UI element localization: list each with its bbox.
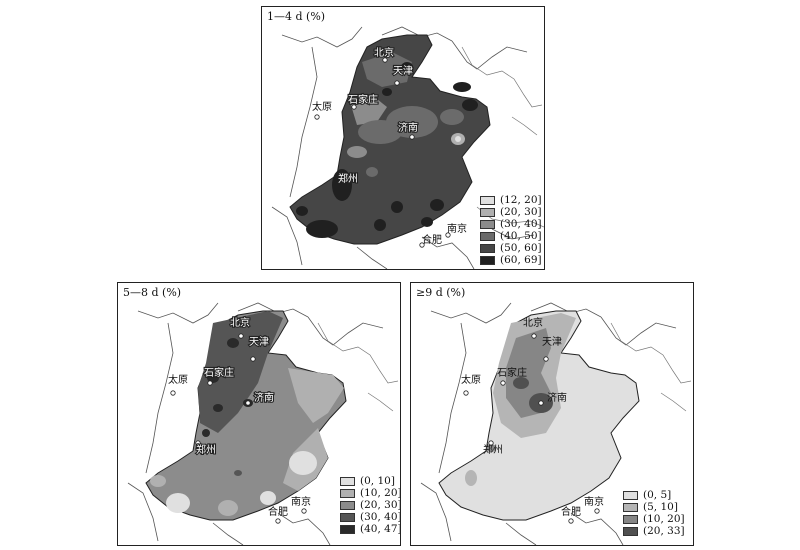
city-hefei: 合肥 xyxy=(268,505,288,518)
city-zhengzhou: 郑州 xyxy=(483,443,503,456)
legend-label: (40, 47] xyxy=(360,523,401,535)
legend-item: (20, 33] xyxy=(623,525,685,537)
legend-label: (30, 40] xyxy=(500,218,542,230)
legend-label: (12, 20] xyxy=(500,194,542,206)
legend-swatch xyxy=(623,526,638,536)
city-taiyuan: 太原 xyxy=(168,373,188,386)
legend-item: (40, 50] xyxy=(480,230,542,242)
city-beijing: 北京 xyxy=(374,46,394,59)
legend-label: (40, 50] xyxy=(500,230,542,242)
legend-label: (0, 5] xyxy=(643,489,672,501)
legend-label: (20, 30] xyxy=(360,499,401,511)
legend-item: (60, 69] xyxy=(480,254,542,266)
city-zhengzhou: 郑州 xyxy=(338,172,358,185)
legend-item: (20, 30] xyxy=(340,499,401,511)
city-nanjing: 南京 xyxy=(584,495,604,508)
shading-zones xyxy=(465,313,576,486)
map-panel-5-8d: 北京 天津 石家庄 太原 济南 郑州 南京 合肥 5—8 d (%) (0, 1… xyxy=(117,282,401,546)
legend-item: (50, 60] xyxy=(480,242,542,254)
legend-item: (20, 30] xyxy=(480,206,542,218)
city-jinan: 济南 xyxy=(254,391,274,404)
city-markers xyxy=(170,333,307,524)
city-hefei: 合肥 xyxy=(422,233,442,246)
legend-swatch xyxy=(623,502,638,512)
legend-swatch xyxy=(340,512,355,522)
map-1-4d: 北京 天津 石家庄 太原 济南 郑州 南京 合肥 xyxy=(271,26,544,269)
legend-swatch xyxy=(480,255,495,265)
coastline xyxy=(610,322,692,412)
legend-swatch xyxy=(340,500,355,510)
legend-swatch xyxy=(340,524,355,534)
province-boundaries xyxy=(127,302,384,545)
city-taiyuan: 太原 xyxy=(312,100,332,113)
legend-label: (30, 40] xyxy=(360,511,401,523)
city-shijiazhuang: 石家庄 xyxy=(348,93,378,106)
legend-swatch xyxy=(340,476,355,486)
city-beijing: 北京 xyxy=(523,316,543,329)
legend-item: (0, 10] xyxy=(340,475,400,487)
city-tianjin: 天津 xyxy=(542,336,562,348)
legend-label: (20, 30] xyxy=(500,206,542,218)
legend-label: (0, 10] xyxy=(360,475,395,487)
legend-swatch xyxy=(480,243,495,253)
city-markers xyxy=(314,57,451,248)
legend-item: (10, 20] xyxy=(340,487,401,499)
legend-swatch xyxy=(623,490,638,500)
city-nanjing: 南京 xyxy=(291,495,311,508)
city-taiyuan: 太原 xyxy=(461,373,481,386)
map-9d: 北京 天津 石家庄 太原 济南 郑州 南京 合肥 xyxy=(420,302,692,545)
legend-label: (60, 69] xyxy=(500,254,542,266)
panel-title: 5—8 d (%) xyxy=(123,286,182,299)
legend-label: (10, 20] xyxy=(360,487,401,499)
city-labels: 北京 天津 石家庄 太原 济南 郑州 南京 合肥 xyxy=(168,315,311,518)
province-boundaries xyxy=(420,302,677,545)
map-panel-9d: 北京 天津 石家庄 太原 济南 郑州 南京 合肥 ≥9 d (%) (0, 5]… xyxy=(410,282,694,546)
map-panel-1-4d: 北京 天津 石家庄 太原 济南 郑州 南京 合肥 1—4 d (%) (12, … xyxy=(261,6,545,270)
coastline xyxy=(317,322,399,412)
city-hefei: 合肥 xyxy=(561,505,581,518)
legend-item: (30, 40] xyxy=(340,511,401,523)
city-zhengzhou: 郑州 xyxy=(196,443,216,456)
legend-label: (20, 33] xyxy=(643,525,685,537)
legend-swatch xyxy=(480,207,495,217)
legend-5-8d: (0, 10] (10, 20] (20, 30] (30, 40] (40, … xyxy=(340,475,401,535)
legend-swatch xyxy=(623,514,638,524)
legend-item: (30, 40] xyxy=(480,218,542,230)
legend-label: (5, 10] xyxy=(643,501,678,513)
legend-item: (12, 20] xyxy=(480,194,542,206)
legend-item: (40, 47] xyxy=(340,523,401,535)
city-shijiazhuang: 石家庄 xyxy=(497,366,527,379)
city-jinan: 济南 xyxy=(398,121,418,134)
legend-item: (0, 5] xyxy=(623,489,685,501)
legend-item: (10, 20] xyxy=(623,513,685,525)
city-tianjin: 天津 xyxy=(393,65,413,77)
legend-9d: (0, 5] (5, 10] (10, 20] (20, 33] xyxy=(623,489,685,537)
city-tianjin: 天津 xyxy=(249,336,269,348)
legend-swatch xyxy=(480,219,495,229)
legend-swatch xyxy=(340,488,355,498)
map-5-8d: 北京 天津 石家庄 太原 济南 郑州 南京 合肥 xyxy=(127,302,399,545)
city-jinan: 济南 xyxy=(547,391,567,404)
city-shijiazhuang: 石家庄 xyxy=(204,366,234,379)
legend-item: (5, 10] xyxy=(623,501,685,513)
legend-label: (10, 20] xyxy=(643,513,685,525)
city-beijing: 北京 xyxy=(230,316,250,329)
shading-zones xyxy=(150,311,344,516)
panel-title: 1—4 d (%) xyxy=(267,10,326,23)
city-markers xyxy=(463,333,600,524)
legend-swatch xyxy=(480,231,495,241)
legend-label: (50, 60] xyxy=(500,242,542,254)
legend-swatch xyxy=(480,195,495,205)
province-boundaries xyxy=(271,26,535,269)
legend-1-4d: (12, 20] (20, 30] (30, 40] (40, 50] (50,… xyxy=(480,194,542,266)
city-labels: 北京 天津 石家庄 太原 济南 郑州 南京 合肥 xyxy=(461,316,604,518)
panel-title: ≥9 d (%) xyxy=(416,286,466,299)
city-labels: 北京 天津 石家庄 太原 济南 郑州 南京 合肥 xyxy=(312,45,467,246)
city-nanjing: 南京 xyxy=(447,222,467,235)
